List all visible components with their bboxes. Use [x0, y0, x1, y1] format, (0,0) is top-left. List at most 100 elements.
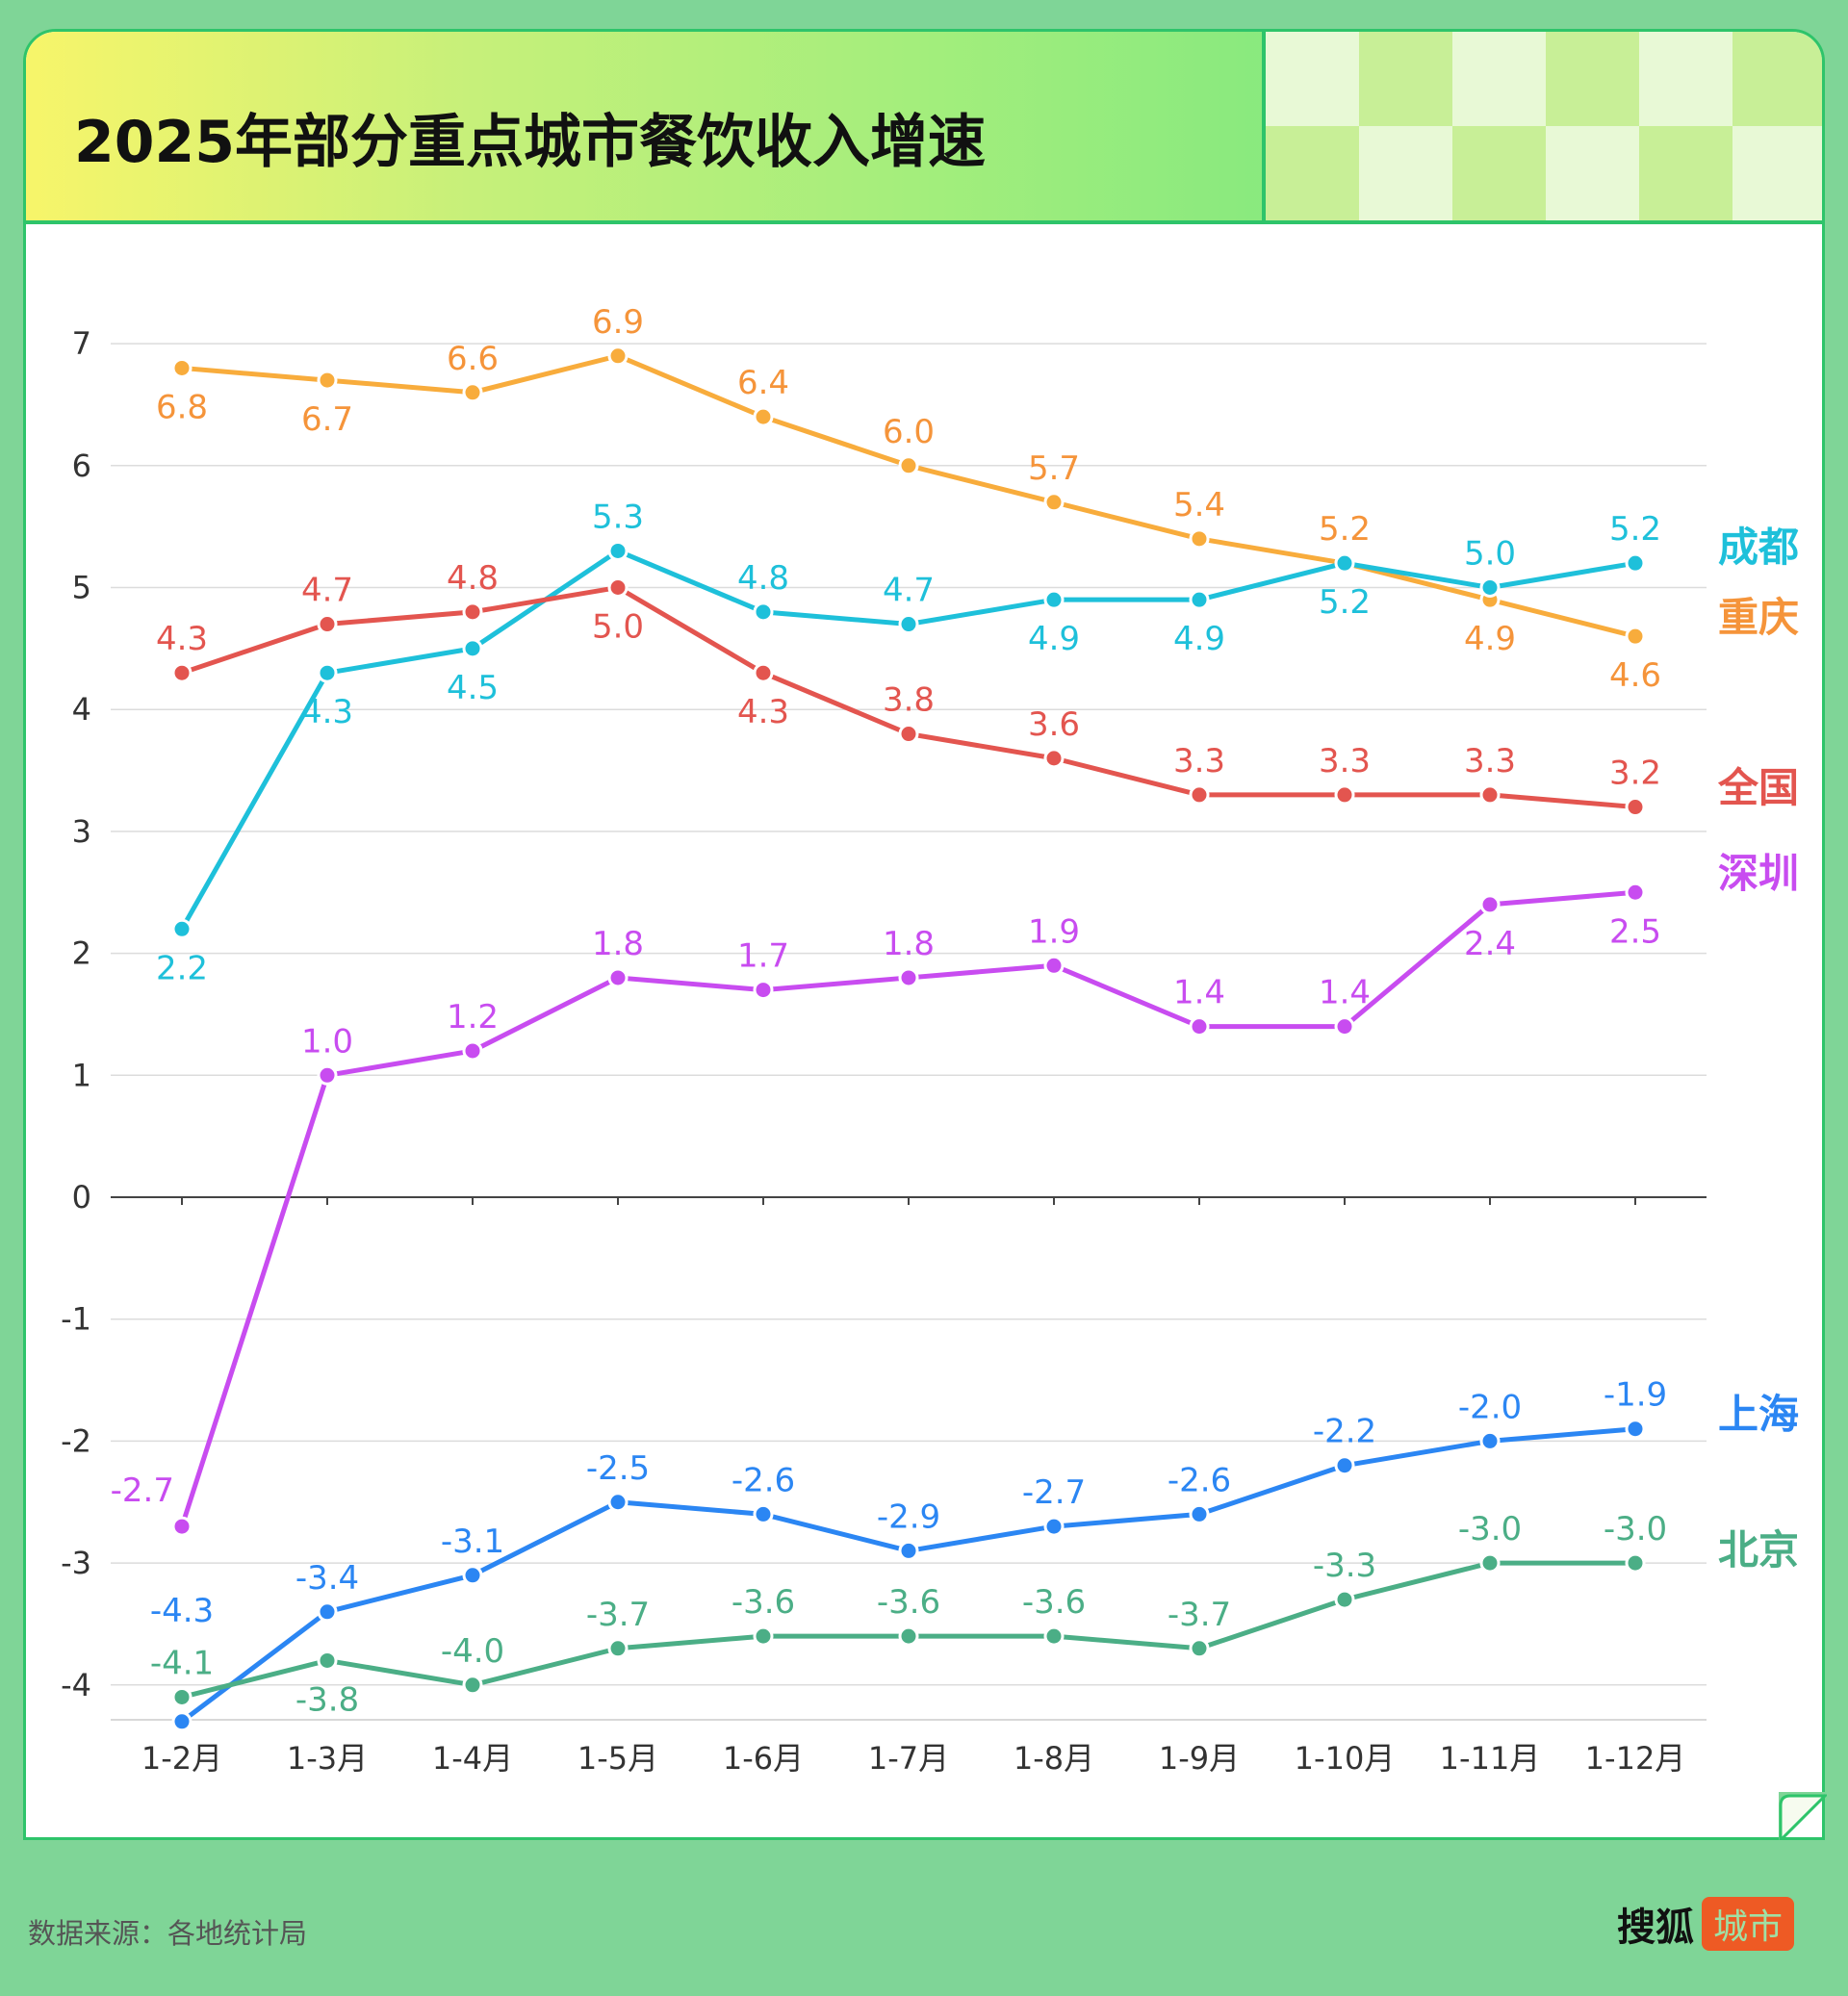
data-point: [171, 918, 192, 939]
data-point: [1043, 955, 1065, 976]
series-legend-label: 全国: [1717, 764, 1799, 811]
data-point: [171, 662, 192, 683]
data-label: -3.3: [1313, 1547, 1376, 1585]
data-point: [1334, 1455, 1355, 1476]
data-point: [1479, 577, 1501, 598]
data-point: [317, 1601, 338, 1623]
data-label: 4.8: [737, 559, 789, 598]
data-point: [607, 577, 629, 598]
y-tick-label: 7: [72, 325, 91, 362]
data-point: [1334, 552, 1355, 574]
y-tick-label: 2: [72, 935, 91, 972]
x-tick-label: 1-6月: [723, 1740, 804, 1777]
data-point: [753, 406, 774, 427]
data-label: 1.7: [737, 937, 789, 976]
data-label: 4.9: [1028, 620, 1080, 658]
data-label: 1.4: [1319, 974, 1371, 1012]
data-point: [607, 967, 629, 988]
data-label: 5.2: [1319, 510, 1371, 549]
data-label: 3.8: [883, 681, 935, 720]
data-label: -2.6: [732, 1461, 795, 1499]
data-point: [607, 1638, 629, 1659]
x-tick-label: 1-9月: [1159, 1740, 1240, 1777]
data-label: 6.8: [156, 388, 208, 426]
data-label: 1.9: [1028, 912, 1080, 951]
data-point: [1625, 882, 1646, 903]
data-label: 1.8: [592, 925, 644, 963]
data-label: -3.7: [586, 1596, 650, 1634]
data-label: 4.3: [737, 693, 789, 731]
data-label: 6.4: [737, 364, 789, 402]
data-point: [1043, 492, 1065, 513]
data-point: [462, 638, 483, 659]
data-point: [898, 967, 919, 988]
data-label: 4.7: [883, 572, 935, 610]
data-point: [1043, 1516, 1065, 1537]
x-tick-label: 1-11月: [1440, 1740, 1541, 1777]
data-point: [1189, 784, 1210, 806]
series-line: [180, 1426, 1636, 1724]
x-tick-label: 1-7月: [868, 1740, 949, 1777]
data-label: 6.6: [447, 340, 499, 378]
data-point: [1189, 1016, 1210, 1037]
data-point: [1334, 1016, 1355, 1037]
page-fold-decoration: [1779, 1792, 1827, 1840]
data-point: [898, 724, 919, 745]
data-point: [607, 1492, 629, 1513]
data-label: 5.0: [592, 608, 644, 647]
data-label: -4.1: [150, 1644, 214, 1682]
data-point: [1043, 748, 1065, 769]
data-label: -2.7: [111, 1471, 174, 1510]
data-point: [753, 1503, 774, 1524]
data-label: -2.5: [586, 1449, 650, 1488]
y-tick-label: 3: [72, 813, 91, 850]
data-point: [1479, 1552, 1501, 1574]
data-point: [462, 1675, 483, 1696]
data-label: 6.9: [592, 303, 644, 342]
data-label: 5.4: [1173, 486, 1225, 525]
data-label: 1.4: [1173, 974, 1225, 1012]
x-tick-label: 1-2月: [141, 1740, 222, 1777]
data-point: [317, 1650, 338, 1671]
data-label: 3.3: [1173, 742, 1225, 780]
data-point: [1043, 589, 1065, 610]
x-tick-label: 1-12月: [1585, 1740, 1686, 1777]
data-point: [462, 1040, 483, 1062]
x-tick-label: 1-3月: [287, 1740, 368, 1777]
data-point: [1189, 528, 1210, 550]
data-point: [1625, 552, 1646, 574]
data-label: -4.0: [441, 1632, 504, 1671]
data-label: 1.2: [447, 998, 499, 1036]
series-legend-label: 成都: [1718, 524, 1799, 571]
data-point: [317, 662, 338, 683]
data-label: -3.8: [295, 1680, 359, 1719]
x-tick-label: 1-5月: [578, 1740, 658, 1777]
data-point: [1625, 1552, 1646, 1574]
y-tick-label: -4: [61, 1667, 91, 1703]
data-point: [1479, 784, 1501, 806]
data-label: 3.3: [1319, 742, 1371, 780]
data-label: 3.3: [1464, 742, 1516, 780]
data-label: 4.3: [301, 693, 353, 731]
sohu-city-logo: 搜狐 城市: [1617, 1896, 1795, 1952]
data-point: [1189, 1638, 1210, 1659]
data-point: [1625, 1419, 1646, 1440]
data-point: [753, 601, 774, 623]
data-label: 3.6: [1028, 705, 1080, 744]
data-point: [317, 370, 338, 391]
data-point: [898, 455, 919, 476]
data-point: [1189, 589, 1210, 610]
data-label: 6.0: [883, 413, 935, 451]
y-tick-label: 1: [72, 1057, 91, 1093]
series-legend-label: 深圳: [1718, 850, 1799, 897]
data-source: 数据来源：各地统计局: [28, 1917, 308, 1950]
chart-title: 2025年部分重点城市餐饮收入增速: [74, 109, 986, 176]
data-point: [317, 1064, 338, 1086]
y-tick-label: -2: [61, 1422, 91, 1459]
data-label: -3.1: [441, 1523, 504, 1561]
y-tick-label: -3: [61, 1545, 91, 1581]
data-point: [607, 540, 629, 561]
data-point: [1625, 797, 1646, 818]
data-label: 1.8: [883, 925, 935, 963]
